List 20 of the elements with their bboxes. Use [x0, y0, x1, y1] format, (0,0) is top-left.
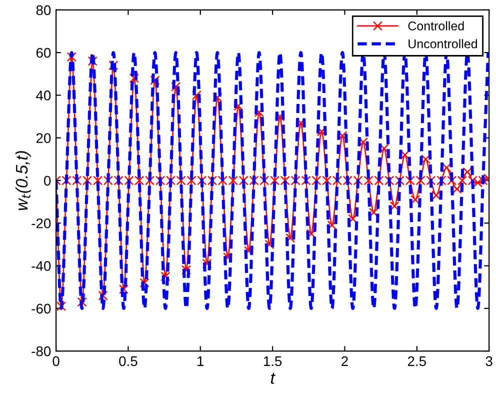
- x-tick-label: 0: [52, 356, 60, 366]
- y-axis-title: w$_{t}$(0.5,t): [15, 151, 31, 210]
- x-tick-label: 2.5: [408, 356, 426, 366]
- y-tick-label: -40: [32, 261, 51, 271]
- y-tick-label: 40: [36, 90, 51, 100]
- y-tick-label: 80: [36, 5, 51, 16]
- legend-label: Controlled: [408, 21, 464, 30]
- x-tick-label: 1: [198, 356, 204, 366]
- y-tick-label: 20: [36, 133, 51, 144]
- x-axis-title: t: [270, 372, 276, 384]
- y-tick-label: -20: [32, 218, 51, 228]
- x-tick-label: 2: [342, 356, 348, 366]
- legend-label: Uncontrolled: [408, 39, 478, 48]
- y-tick-label: 0: [44, 176, 51, 186]
- x-tick-label: 1.5: [264, 356, 282, 366]
- y-tick-label: -80: [32, 346, 51, 356]
- y-tick-label: -60: [32, 304, 51, 314]
- y-tick-label: 60: [36, 48, 51, 58]
- x-tick-label: 3: [486, 356, 492, 366]
- x-tick-label: 0.5: [119, 356, 138, 366]
